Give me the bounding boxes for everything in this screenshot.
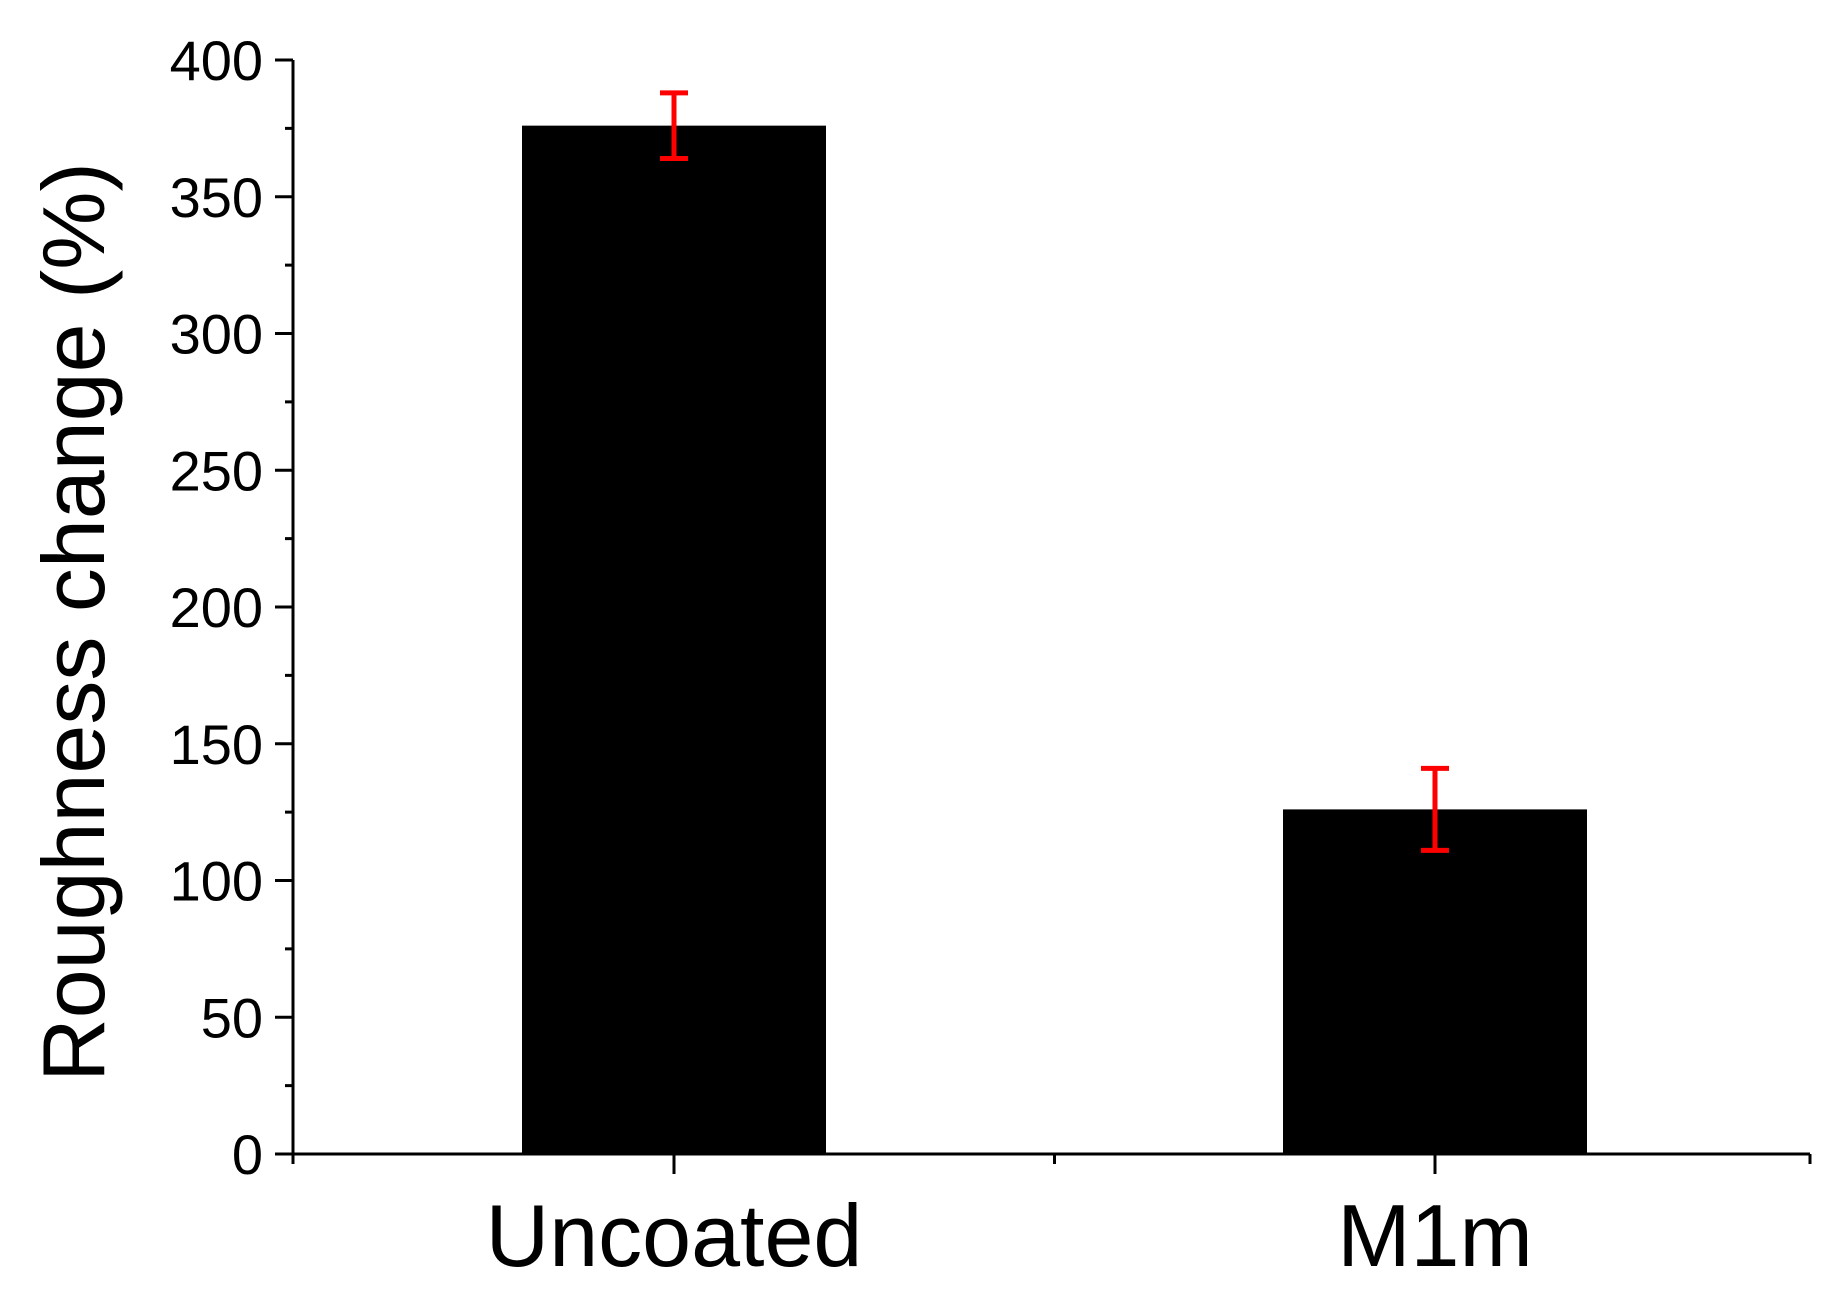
y-tick-label: 0 bbox=[232, 1123, 263, 1186]
y-tick-label: 200 bbox=[170, 576, 263, 639]
y-tick-label: 50 bbox=[201, 986, 263, 1049]
plot-area: 0 50 100 150 200 250 300 350 400 Uncoated M1m bbox=[170, 29, 1812, 1285]
y-tick-label: 350 bbox=[170, 166, 263, 229]
y-tick-label: 400 bbox=[170, 29, 263, 92]
bar-m1m bbox=[1283, 809, 1587, 1154]
x-tick-label-m1m: M1m bbox=[1337, 1186, 1533, 1285]
error-bar-uncoated bbox=[660, 90, 688, 161]
error-bar-m1m bbox=[1421, 765, 1449, 853]
bar-uncoated bbox=[522, 125, 826, 1154]
y-axis-title: Roughness change (%) bbox=[24, 162, 123, 1082]
y-tick-label: 250 bbox=[170, 439, 263, 502]
y-tick-label: 100 bbox=[170, 850, 263, 913]
y-tick-label: 300 bbox=[170, 303, 263, 366]
x-tick-label-uncoated: Uncoated bbox=[486, 1186, 863, 1285]
y-tick-label: 150 bbox=[170, 713, 263, 776]
